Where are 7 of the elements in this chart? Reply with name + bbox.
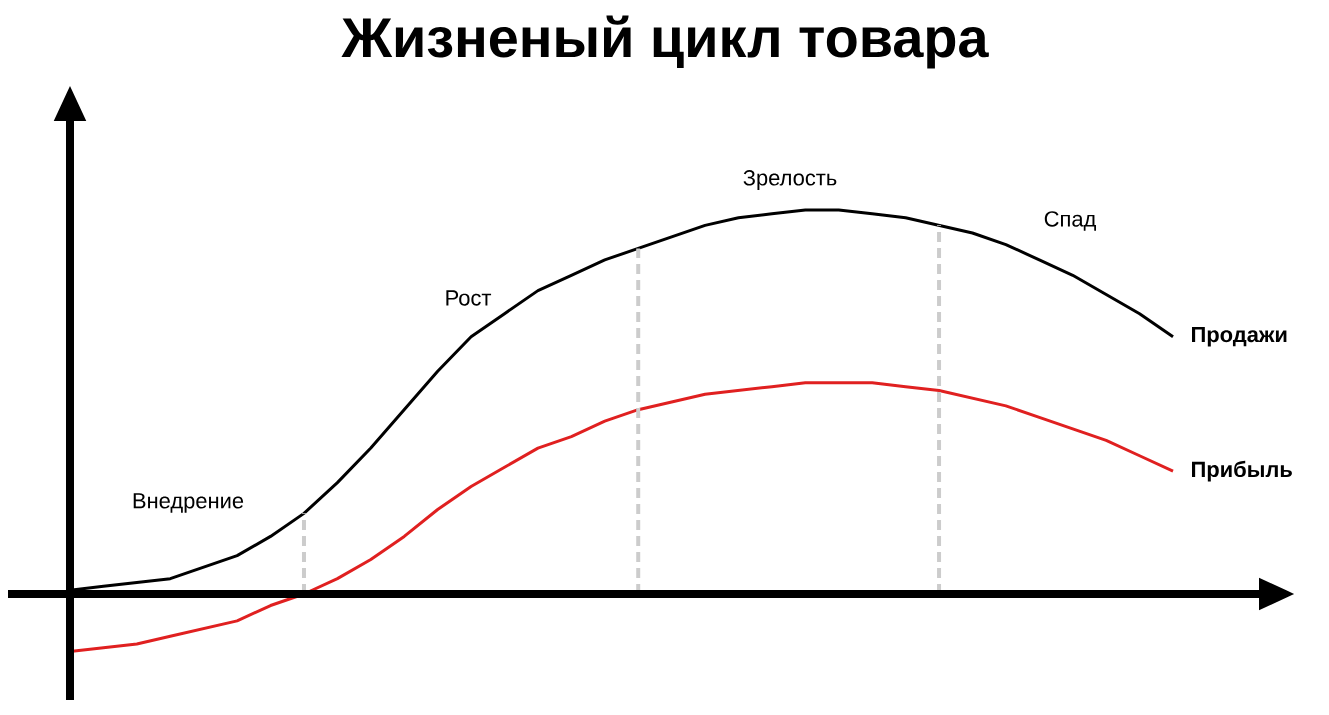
series-label: Прибыль: [1192, 460, 1292, 482]
annotation: Внедрение: [133, 493, 244, 513]
text: Зрелость: [743, 170, 837, 190]
chart-title: Жизненый цикл товара: [341, 15, 989, 69]
annotation: Рост: [446, 290, 492, 306]
annotation: Спад: [1044, 211, 1096, 231]
series-label: Продажи: [1192, 326, 1287, 347]
